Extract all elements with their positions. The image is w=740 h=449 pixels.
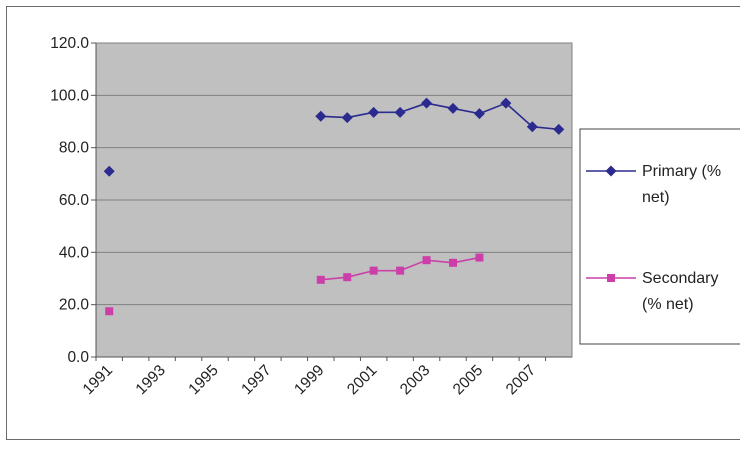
y-tick-label: 20.0 [59, 297, 90, 314]
y-tick-label: 100.0 [50, 87, 89, 104]
legend-box [579, 128, 740, 345]
series-line-segment [452, 256, 480, 264]
series-line-segment [426, 259, 454, 264]
data-point [103, 165, 115, 177]
x-tick-label: 1995 [185, 362, 221, 398]
data-point [447, 102, 459, 114]
data-point [473, 108, 485, 120]
data-point [553, 123, 565, 135]
data-point [449, 258, 457, 267]
series [103, 97, 565, 316]
y-tick-label: 80.0 [59, 140, 90, 157]
y-tick-label: 60.0 [59, 192, 90, 209]
y-tick-label: 120.0 [50, 35, 89, 52]
data-point [315, 110, 327, 122]
data-point [421, 97, 433, 109]
legend-marker [605, 165, 617, 177]
x-tick-label: 1993 [133, 362, 169, 398]
x-tick-label: 1991 [80, 362, 116, 398]
series-line-segment [347, 269, 374, 278]
x-tick-label: 2001 [344, 362, 380, 398]
x-tick-label: 1997 [238, 362, 274, 398]
series-line-segment [479, 102, 507, 115]
data-point [422, 256, 431, 265]
series-line-segment [505, 102, 533, 128]
legend-label: (% net) [642, 296, 694, 313]
series-square [105, 253, 484, 316]
data-point [475, 253, 484, 262]
legend-label: Primary (% [642, 163, 721, 180]
legend-label: net) [642, 189, 670, 206]
x-axis: 1991 1993 1995 1997 1999 2001 2003 2005 2007 [80, 356, 572, 398]
series-line-segment [399, 102, 427, 114]
gridlines [96, 42, 572, 306]
legend-marker [607, 274, 615, 282]
y-tick-label: 0.0 [67, 349, 89, 366]
legend: Primary (% net) Secondary (% net) [579, 128, 740, 345]
data-point [105, 307, 114, 316]
data-point [368, 106, 380, 118]
series-line-segment [399, 259, 427, 272]
data-point [394, 106, 406, 118]
data-point [341, 112, 353, 124]
series-diamond [103, 97, 565, 177]
data-point [369, 266, 378, 275]
series-line-segment [320, 276, 348, 281]
data-point [526, 121, 538, 133]
data-point [343, 273, 352, 282]
y-tick-label: 40.0 [59, 244, 90, 261]
legend-label: Secondary [642, 270, 719, 287]
x-tick-label: 2007 [503, 362, 539, 398]
x-tick-label: 2003 [397, 362, 433, 398]
data-point [396, 266, 405, 275]
data-point [500, 97, 512, 109]
y-axis: 0.0 20.0 40.0 60.0 80.0 100.0 120.0 [50, 35, 97, 366]
x-tick-label: 1999 [291, 362, 327, 398]
x-tick-label: 2005 [450, 362, 486, 398]
data-point [316, 275, 325, 284]
